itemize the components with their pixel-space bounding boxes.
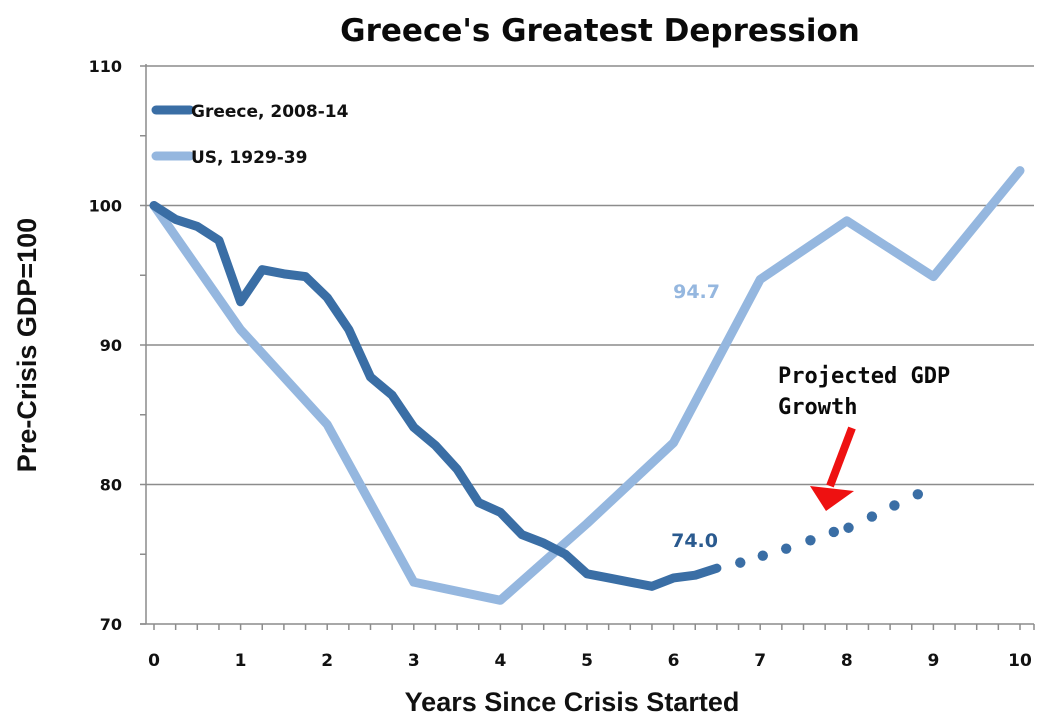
x-tick-label-3: 3	[408, 651, 420, 671]
annotation-projected-gdp: Projected GDP Growth	[778, 364, 950, 511]
gridlines	[146, 65, 1034, 486]
y-tick-label-70: 70	[100, 615, 122, 634]
x-tick-label-0: 0	[148, 651, 160, 671]
x-tick-labels: 0 1 2 3 4 5 6 7 8 9 10	[148, 651, 1032, 671]
x-tick-label-7: 7	[754, 651, 766, 671]
projected-point	[866, 511, 878, 522]
x-axis-label: Years Since Crisis Started	[405, 687, 740, 717]
series-line-greece-2008-14	[149, 201, 722, 591]
projected-point	[843, 522, 854, 533]
annotation-line-1: Projected GDP	[778, 364, 950, 389]
annotation-line-2: Growth	[778, 395, 857, 420]
y-tick-label-80: 80	[100, 476, 122, 495]
x-tick-label-2: 2	[321, 651, 333, 671]
x-tick-label-6: 6	[668, 651, 680, 671]
projected-point	[805, 535, 816, 546]
x-tick-label-10: 10	[1008, 651, 1032, 671]
y-tick-label-110: 110	[89, 57, 122, 76]
legend-label-us: US, 1929-39	[191, 148, 307, 168]
x-tick-label-8: 8	[841, 651, 853, 671]
y-tick-label-100: 100	[89, 197, 122, 216]
x-tick-label-1: 1	[235, 651, 247, 671]
data-label-greece-74-0: 74.0	[671, 530, 718, 552]
series-layer	[149, 166, 1025, 605]
legend-label-greece: Greece, 2008-14	[191, 102, 349, 122]
projected-point	[735, 557, 746, 568]
chart-title: Greece's Greatest Depression	[340, 13, 860, 49]
legend-item-us: US, 1929-39	[151, 148, 307, 168]
y-tick-labels: 70 80 90 100 110	[89, 57, 122, 634]
x-tick-label-9: 9	[927, 651, 939, 671]
axes	[140, 64, 1035, 630]
x-tick-label-4: 4	[494, 651, 506, 671]
projected-point	[828, 526, 840, 538]
projected-point	[912, 489, 924, 500]
red-arrow-icon	[810, 426, 856, 511]
projected-point	[757, 550, 768, 561]
legend-item-greece: Greece, 2008-14	[151, 102, 349, 122]
legend: Greece, 2008-14 US, 1929-39	[151, 102, 349, 168]
x-tick-label-5: 5	[581, 651, 593, 671]
y-tick-label-90: 90	[100, 336, 122, 355]
y-axis-label: Pre-Crisis GDP=100	[12, 218, 42, 472]
projected-point	[889, 500, 900, 511]
projected-point	[780, 543, 792, 554]
data-label-us-94-7: 94.7	[673, 281, 720, 303]
